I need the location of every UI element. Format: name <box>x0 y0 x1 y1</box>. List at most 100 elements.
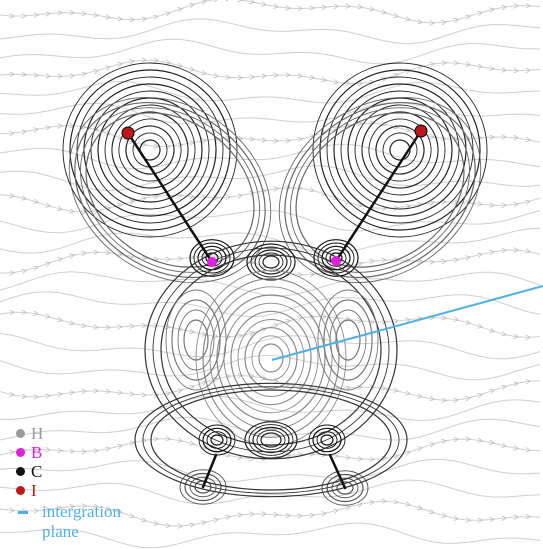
background-streamline <box>0 332 541 360</box>
legend-label: B <box>31 443 43 462</box>
vortex-ring <box>335 319 361 361</box>
vortex-ring <box>312 62 488 238</box>
vortex-ring <box>125 125 175 175</box>
vortex-ring <box>195 270 347 446</box>
vortex-ring <box>308 424 346 456</box>
vortex-streamlines <box>62 62 488 506</box>
bond-c-h-right <box>328 453 347 490</box>
legend-item-b: B <box>16 443 121 462</box>
legend-label: C <box>31 462 43 481</box>
background-streamline <box>0 18 541 45</box>
boron-atom-left <box>207 257 217 267</box>
iodine-atom-left <box>121 126 135 140</box>
vortex-ring <box>319 69 481 231</box>
vortex-ring <box>354 104 446 196</box>
vortex-ring <box>198 424 236 456</box>
legend-item-plane: intergration plane <box>16 502 121 542</box>
iodine-atom-right <box>414 124 428 138</box>
vortex-ring <box>80 107 260 273</box>
vortex-ring <box>317 289 379 391</box>
bonds <box>126 129 423 490</box>
vortex-ring <box>85 112 255 268</box>
vortex-ring <box>256 429 286 451</box>
background-streamline <box>0 354 541 381</box>
vortex-ring <box>333 83 467 217</box>
background-streamline <box>0 188 541 212</box>
background-streamline <box>0 227 541 254</box>
vortex-ring <box>104 104 196 196</box>
plane-dash-icon <box>18 511 28 514</box>
background-streamline <box>0 143 541 170</box>
background-streamline <box>0 395 541 422</box>
vortex-ring <box>230 310 312 406</box>
background-streamline <box>0 209 541 234</box>
vortex-ring <box>90 90 210 210</box>
bond-i-b-left <box>126 131 214 264</box>
vortex-ring <box>312 427 342 453</box>
vortex-ring <box>210 434 224 446</box>
background-streamline <box>0 0 541 23</box>
vortex-ring <box>152 247 390 453</box>
vortex-ring <box>216 294 326 422</box>
vortex-ring <box>111 111 189 189</box>
vortex-ring <box>160 254 382 446</box>
boron-atom-right <box>331 256 341 266</box>
vortex-ring <box>340 90 460 210</box>
vortex-ring <box>260 432 282 448</box>
legend-item-c: C <box>16 462 121 481</box>
vortex-ring <box>295 112 465 268</box>
vortex-ring <box>368 118 432 182</box>
vortex-ring <box>68 96 272 284</box>
vortex-ring <box>329 309 367 371</box>
vortex-ring <box>244 421 298 459</box>
background-streamline <box>0 101 541 125</box>
plane-label: intergration plane <box>42 502 121 542</box>
background-streamline <box>0 522 541 549</box>
vortex-ring <box>250 246 292 278</box>
vortex-ring <box>150 389 392 491</box>
vortex-ring <box>69 69 231 231</box>
background-streamline <box>0 312 541 337</box>
legend-label: H <box>31 424 44 443</box>
vortex-ring <box>62 62 238 238</box>
vortex-ring <box>184 472 222 502</box>
background-streamline <box>0 271 541 297</box>
vortex-ring <box>252 426 290 454</box>
vortex-ring <box>183 319 209 361</box>
vortex-ring <box>323 299 373 381</box>
vortex-ring <box>134 382 408 498</box>
legend-dot-icon <box>16 486 25 495</box>
vortex-ring <box>316 431 338 449</box>
vortex-ring <box>189 476 217 498</box>
vortex-ring <box>237 319 305 397</box>
vortex-ring <box>171 299 221 381</box>
background-streamline <box>0 123 541 146</box>
vortex-ring <box>331 477 359 499</box>
plane-label-line2: plane <box>42 522 79 541</box>
background-streamline <box>0 38 540 65</box>
legend-dot-icon <box>16 467 25 476</box>
integration-plane-line <box>271 285 543 361</box>
vortex-ring <box>382 132 418 168</box>
vortex-ring <box>177 309 215 371</box>
vortex-ring <box>202 278 340 438</box>
background-streamline <box>0 80 541 104</box>
vortex-ring <box>244 327 298 389</box>
vortex-ring <box>336 481 354 495</box>
atoms <box>121 124 428 267</box>
vortex-ring <box>321 470 369 506</box>
vortex-ring <box>248 424 294 456</box>
vortex-ring <box>320 434 334 446</box>
vortex-ring <box>142 386 400 494</box>
vortex-ring <box>313 239 359 277</box>
legend-item-i: I <box>16 481 121 500</box>
vortex-ring <box>254 249 288 275</box>
background-streamline <box>0 501 541 526</box>
legend-dot-icon <box>16 448 25 457</box>
vortex-ring <box>290 107 470 273</box>
vortex-ring <box>246 243 296 281</box>
background-streamline <box>0 458 541 483</box>
vortex-ring <box>284 101 476 279</box>
